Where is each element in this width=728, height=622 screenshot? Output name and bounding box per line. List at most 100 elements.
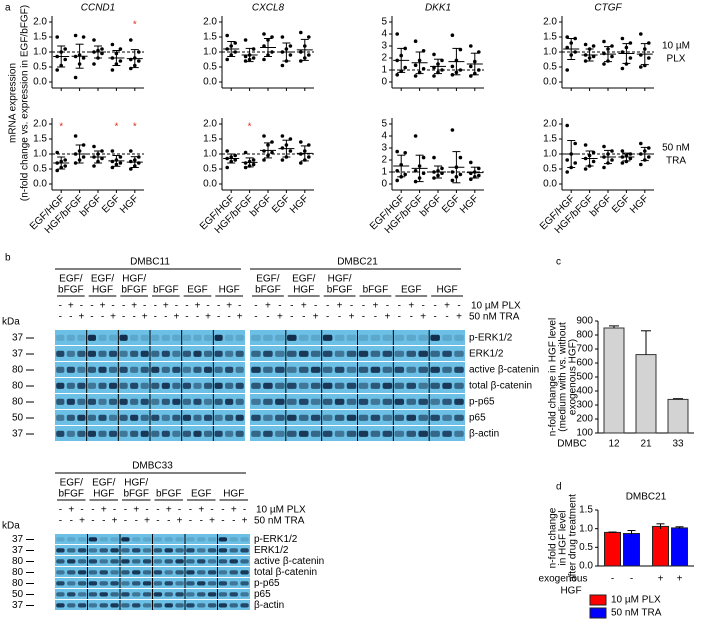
treatment-sign: + [313,312,319,323]
data-point [628,56,633,60]
blot-band [454,382,464,389]
blot-band [56,382,65,389]
treatment-sign: - [154,301,157,312]
blot-band [77,570,87,575]
data-point [403,151,408,155]
data-point [565,35,569,39]
blot-band [77,382,86,389]
blot-band [235,430,244,437]
data-point [639,162,643,167]
y-tick-label: 2 [381,155,387,166]
blot-band [287,382,297,389]
y-axis-label: (n-fold change vs. expression in EGF/bFG… [20,5,31,201]
blot-band [334,334,345,341]
data-point [610,158,614,162]
blot-band [66,398,75,405]
blot-band [418,350,428,357]
data-point [421,171,426,175]
treatment-label: 10 µM PLX [471,301,521,312]
blot-band [66,334,75,341]
y-tick-label: 5 [381,17,387,28]
blot-band [66,414,75,421]
blot-band [108,382,118,389]
blot-band [66,366,75,373]
treatment-label: 50 nM TRA [254,516,305,527]
blot-band [56,350,65,357]
treatment-sign: - [167,516,170,527]
blot-band [98,350,107,357]
group-label: EGF/ [92,478,116,489]
data-point [477,173,481,178]
x-tick-label: HGF [628,193,651,216]
blot-band [322,366,333,373]
blot-band [298,366,309,373]
blot-band [346,366,357,373]
blot-band [358,414,369,421]
x-axis-label: exogenous [539,574,588,585]
blot-band [346,430,357,437]
blot-band [132,537,141,542]
blot-band [406,366,417,373]
chart-title: CTGF [594,3,622,14]
treatment-sign: - [80,505,83,516]
blot-band [394,398,405,405]
y-tick-label: 1.0 [203,149,217,160]
blot-band [382,366,393,373]
y-tick-label: 700 [576,344,593,355]
blot-band [310,334,321,341]
blot-band [108,414,118,421]
blot-band [229,570,238,575]
blot-band [161,382,170,389]
treatment-sign: - [290,301,293,312]
blot-band [240,581,249,586]
blot-band [77,414,86,421]
blot-band [56,548,65,553]
blot-band [310,414,321,421]
blot-band [275,382,285,389]
blot-band [197,603,206,608]
blot-band [56,559,65,564]
treatment-sign: + [79,516,85,527]
treatment-sign: + [112,516,118,527]
group-label: HGF [219,285,240,296]
treatment-sign: + [420,312,426,323]
data-point [413,134,418,138]
blot-band [346,414,357,421]
blot-band [130,382,139,389]
molecular-weight: 80 [12,567,24,578]
row-label: 10 µM [662,41,690,52]
blot-band [142,548,152,553]
treatment-sign: - [290,312,293,323]
data-point [591,54,596,59]
data-point [251,47,256,51]
data-point [395,149,400,154]
blot-band [186,603,195,608]
blot-band [229,603,238,608]
blot-band [193,350,202,357]
y-tick-label: 2.0 [33,17,47,28]
data-point [639,141,643,146]
blot-band [99,570,108,575]
blot-band [175,570,184,575]
y-tick-label: 0 [381,77,387,88]
blot-band [130,366,139,373]
y-tick-label: 0.0 [203,77,217,88]
bar [603,327,625,434]
treatment-sign: - [101,312,104,323]
blot-band [430,398,440,405]
data-point [450,64,455,69]
blot-band [218,592,228,597]
y-tick-label: 100 [576,428,593,439]
group-label: bFGF [363,285,389,296]
blot-band [218,537,228,542]
blot-band [164,570,173,575]
significance-star: * [248,122,252,133]
bar [652,525,669,567]
y-tick-label: 600 [576,358,593,369]
blot-band [108,350,118,357]
data-point [610,149,614,153]
treatment-sign: - [221,505,224,516]
x-tick-label: - [611,574,614,585]
blot-band [225,414,234,421]
data-point [573,50,577,54]
